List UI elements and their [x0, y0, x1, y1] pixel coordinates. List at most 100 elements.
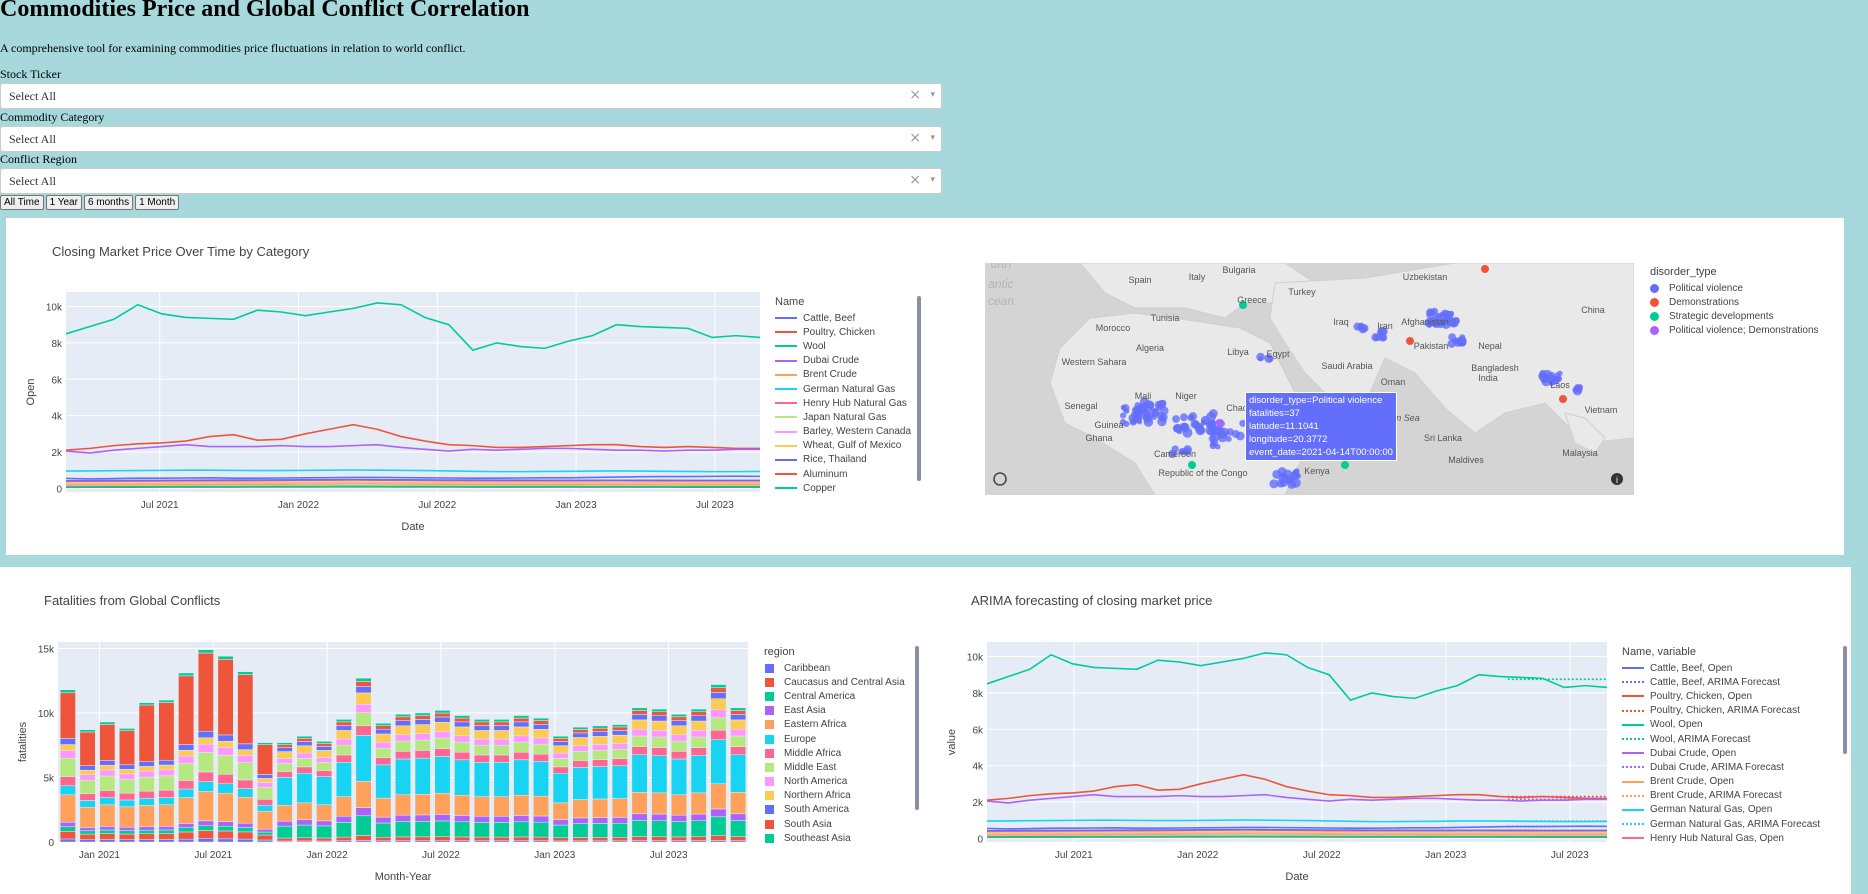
bar-segment: [434, 836, 451, 841]
legend-scrollbar[interactable]: [1843, 646, 1847, 754]
clear-icon[interactable]: ×: [909, 130, 921, 146]
commodity-category-dropdown[interactable]: Select All × ▾: [0, 126, 942, 152]
legend-item[interactable]: Poultry, Chicken, ARIMA Forecast: [1622, 704, 1820, 718]
legend-line-swatch: [775, 430, 797, 433]
legend-item[interactable]: Eastern Africa: [764, 718, 905, 732]
clear-icon[interactable]: ×: [909, 87, 921, 103]
legend-item[interactable]: Poultry, Chicken: [775, 325, 911, 339]
map-event-dot: [1119, 412, 1127, 419]
legend-item[interactable]: Europe: [764, 732, 905, 746]
bar-segment: [276, 758, 293, 764]
legend-item[interactable]: Caribbean: [764, 661, 905, 675]
legend-item[interactable]: Wool: [775, 339, 911, 353]
legend-item[interactable]: Cattle, Beef, ARIMA Forecast: [1622, 675, 1820, 689]
map-place-label: Laos: [1550, 380, 1570, 390]
legend-line-swatch: [775, 444, 797, 447]
legend-item[interactable]: East Asia: [764, 704, 905, 718]
price-line-chart[interactable]: 0 2k 4k 6k 8k 10k Jul 2021 Jan 2022 Jul 2022 Jan …: [0, 280, 770, 530]
bar-segment: [178, 762, 195, 781]
legend-item[interactable]: Aluminum: [775, 467, 911, 481]
one-year-button[interactable]: 1 Year: [45, 195, 82, 210]
bar-segment: [158, 759, 175, 766]
clear-icon[interactable]: ×: [909, 172, 921, 188]
legend-item[interactable]: Brent Crude: [775, 368, 911, 382]
legend-item[interactable]: Middle Africa: [764, 746, 905, 760]
legend-item[interactable]: Wheat, Gulf of Mexico: [775, 439, 911, 453]
six-months-button[interactable]: 6 months: [83, 195, 134, 210]
legend-item[interactable]: German Natural Gas, Open: [1622, 803, 1820, 817]
legend-item[interactable]: Middle East: [764, 760, 905, 774]
arima-line-chart[interactable]: 0 2k 4k 6k 8k 10k Jul 2021 Jan 2022 Jul 2022 Jan …: [925, 630, 1615, 885]
x-tick-label: Jan 2023: [1425, 850, 1467, 861]
chevron-down-icon[interactable]: ▾: [930, 175, 935, 185]
legend-color-swatch: [765, 663, 774, 673]
legend-item[interactable]: Dubai Crude: [775, 354, 911, 368]
legend-item[interactable]: South Asia: [764, 817, 905, 831]
legend-item[interactable]: Wool, Open: [1622, 718, 1820, 732]
legend-item[interactable]: Dubai Crude, ARIMA Forecast: [1622, 760, 1820, 774]
bar-segment: [710, 709, 727, 718]
bar-segment: [296, 741, 313, 746]
bar-segment: [335, 836, 352, 842]
bar-segment: [611, 730, 628, 736]
chevron-down-icon[interactable]: ▾: [930, 90, 935, 100]
stock-ticker-dropdown[interactable]: Select All × ▾: [0, 83, 942, 109]
one-month-button[interactable]: 1 Month: [135, 195, 180, 210]
legend-item[interactable]: Demonstrations: [1650, 295, 1819, 309]
info-icon[interactable]: [1611, 473, 1623, 485]
legend-item[interactable]: North America: [764, 775, 905, 789]
legend-item[interactable]: Central America: [764, 689, 905, 703]
legend-scrollbar[interactable]: [915, 646, 919, 810]
bar-segment: [710, 816, 727, 836]
legend-item[interactable]: Dubai Crude, Open: [1622, 746, 1820, 760]
bar-segment: [493, 738, 510, 746]
bar-segment: [473, 796, 490, 817]
bar-segment: [572, 726, 589, 730]
conflict-region-dropdown[interactable]: Select All × ▾: [0, 168, 942, 194]
bar-segment: [217, 655, 234, 660]
chevron-down-icon[interactable]: ▾: [930, 133, 935, 143]
legend-item[interactable]: Brent Crude, Open: [1622, 775, 1820, 789]
legend-item[interactable]: Poultry, Chicken, Open: [1622, 689, 1820, 703]
legend-item[interactable]: Northern Africa: [764, 789, 905, 803]
legend-item[interactable]: Political violence; Demonstrations: [1650, 324, 1819, 338]
legend-item[interactable]: Caucasus and Central Asia: [764, 675, 905, 689]
bar-segment: [217, 740, 234, 748]
legend-item[interactable]: Political violence: [1650, 281, 1819, 295]
legend-item[interactable]: Cattle, Beef: [775, 311, 911, 325]
bar-segment: [59, 776, 76, 786]
map-place-label: Guinea: [1094, 420, 1123, 430]
legend-item[interactable]: German Natural Gas: [775, 382, 911, 396]
bar-segment: [59, 689, 76, 694]
legend-item[interactable]: German Natural Gas, ARIMA Forecast: [1622, 817, 1820, 831]
legend-line-swatch: [1622, 808, 1644, 811]
fatalities-chart-legend: region Caribbean Caucasus and Central Asi…: [764, 646, 905, 845]
legend-item[interactable]: Henry Hub Natural Gas: [775, 396, 911, 410]
bar-segment: [434, 814, 451, 822]
bar-segment: [178, 780, 195, 790]
legend-item[interactable]: Barley, Western Canada: [775, 425, 911, 439]
bar-segment: [710, 698, 727, 711]
legend-item[interactable]: Rice, Thailand: [775, 453, 911, 467]
map-place-label: Nepal: [1478, 341, 1502, 351]
map-event-dot: [1159, 415, 1167, 422]
legend-item[interactable]: South America: [764, 803, 905, 817]
legend-item[interactable]: Wool, ARIMA Forecast: [1622, 732, 1820, 746]
series-line: [986, 819, 1608, 823]
legend-item[interactable]: Cattle, Beef, Open: [1622, 661, 1820, 675]
bar-segment: [276, 837, 293, 842]
legend-item[interactable]: Strategic developments: [1650, 309, 1819, 323]
conflict-map[interactable]: Spain Italy Bulgaria Turkey Uzbekistan Greece…: [985, 263, 1634, 495]
legend-item[interactable]: Copper: [775, 481, 911, 495]
all-time-button[interactable]: All Time: [0, 195, 44, 210]
bar-segment: [375, 757, 392, 766]
legend-item[interactable]: Japan Natural Gas: [775, 410, 911, 424]
legend-item[interactable]: Southeast Asia: [764, 831, 905, 845]
legend-line-swatch: [1622, 837, 1644, 840]
bar-segment: [99, 829, 116, 834]
legend-scrollbar[interactable]: [917, 296, 921, 481]
legend-item[interactable]: Brent Crude, ARIMA Forecast: [1622, 789, 1820, 803]
bar-segment: [611, 734, 628, 744]
legend-item[interactable]: Henry Hub Natural Gas, Open: [1622, 831, 1820, 845]
fatalities-bar-chart[interactable]: 0 5k 10k 15k Jan 2021 Jul 2021 Jan 2022 Jul 202…: [0, 630, 765, 885]
